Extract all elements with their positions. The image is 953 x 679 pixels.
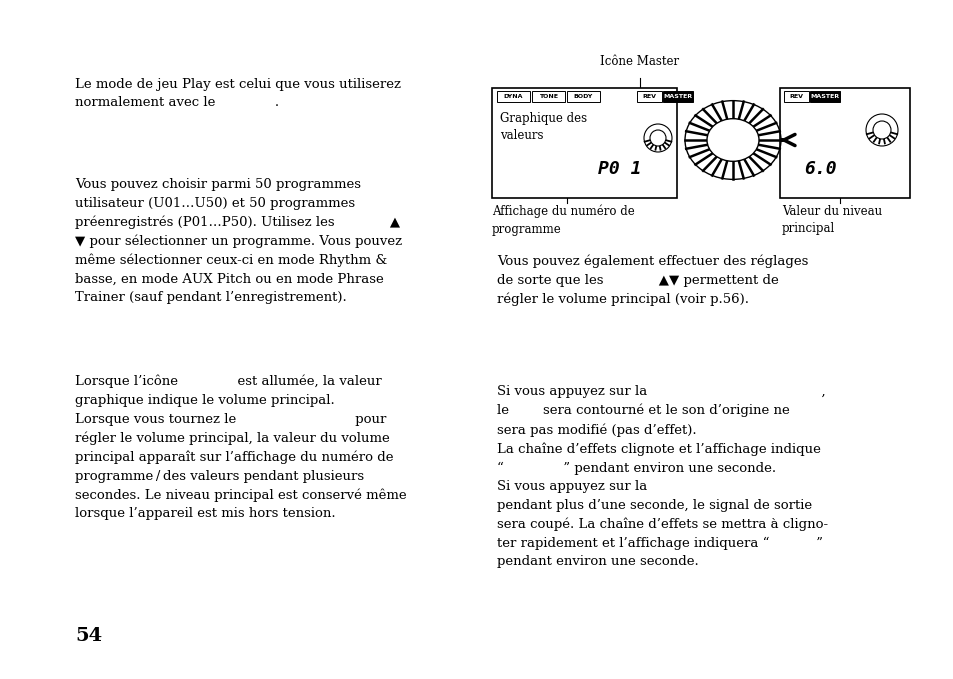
Text: P0 1: P0 1 — [598, 160, 641, 178]
Bar — [809, 91, 840, 102]
Bar — [783, 91, 808, 102]
Text: MASTER: MASTER — [662, 94, 692, 99]
Bar — [566, 91, 599, 102]
Text: Vous pouvez également effectuer des réglages
de sorte que les             ▲▼ per: Vous pouvez également effectuer des régl… — [497, 255, 807, 306]
Text: Valeur du niveau
principal: Valeur du niveau principal — [781, 205, 882, 235]
Text: REV: REV — [641, 94, 656, 99]
Circle shape — [649, 130, 665, 146]
Circle shape — [872, 121, 890, 139]
Text: Graphique des
valeurs: Graphique des valeurs — [499, 112, 586, 142]
Text: DYNA: DYNA — [503, 94, 522, 99]
Bar — [637, 91, 661, 102]
Text: TONE: TONE — [538, 94, 558, 99]
Text: Affichage du numéro de
programme: Affichage du numéro de programme — [492, 205, 634, 236]
Bar — [780, 88, 909, 198]
Text: Lorsque l’icône              est allumée, la valeur
graphique indique le volume : Lorsque l’icône est allumée, la valeur g… — [75, 375, 406, 520]
Bar — [492, 88, 677, 198]
Text: Si vous appuyez sur la                                         ,
le        sera : Si vous appuyez sur la , le sera — [497, 385, 827, 568]
Text: Le mode de jeu Play est celui que vous utiliserez
normalement avec le           : Le mode de jeu Play est celui que vous u… — [75, 78, 400, 109]
Bar — [497, 91, 530, 102]
Text: BODY: BODY — [573, 94, 593, 99]
Ellipse shape — [706, 119, 759, 162]
Text: Icône Master: Icône Master — [599, 55, 679, 68]
Text: REV: REV — [789, 94, 802, 99]
Text: 6.0: 6.0 — [802, 160, 836, 178]
Text: Vous pouvez choisir parmi 50 programmes
utilisateur (U01…U50) et 50 programmes
p: Vous pouvez choisir parmi 50 programmes … — [75, 178, 402, 304]
Bar — [662, 91, 692, 102]
Bar — [532, 91, 564, 102]
Text: 54: 54 — [75, 627, 102, 645]
Text: MASTER: MASTER — [810, 94, 839, 99]
